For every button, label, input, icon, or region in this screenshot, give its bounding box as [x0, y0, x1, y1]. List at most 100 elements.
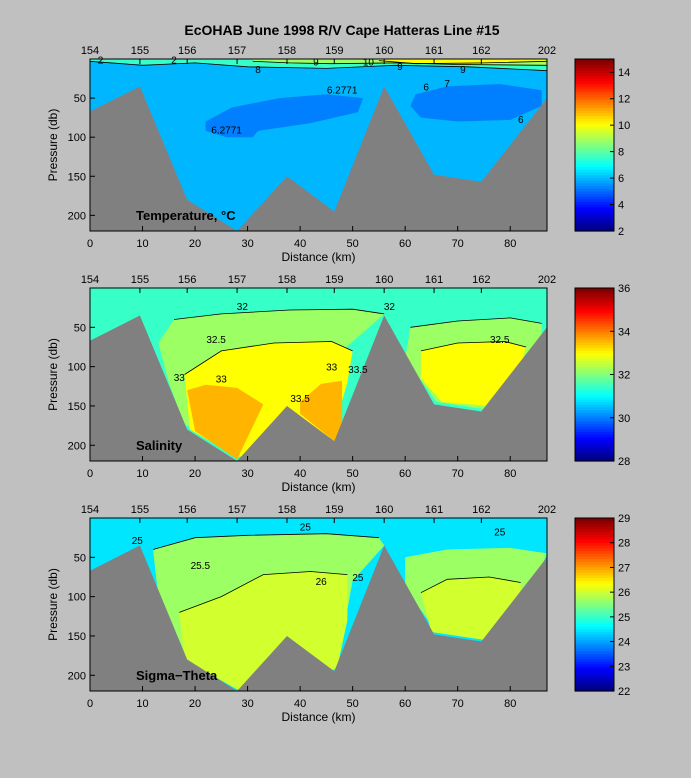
- colorbar-segment: [575, 360, 614, 365]
- x-tick-label: 0: [87, 468, 93, 480]
- panel-label: Salinity: [136, 438, 183, 453]
- colorbar-segment: [575, 209, 614, 213]
- colorbar-segment: [575, 639, 614, 643]
- colorbar-segment: [575, 182, 614, 186]
- colorbar-segment: [575, 431, 614, 435]
- colorbar-tick-label: 29: [618, 513, 630, 525]
- colorbar-segment: [575, 645, 614, 649]
- colorbar-segment: [575, 104, 614, 108]
- station-label: 154: [81, 45, 99, 57]
- station-label: 155: [131, 45, 149, 57]
- x-tick-label: 10: [136, 698, 148, 710]
- contour-label: 33: [216, 374, 228, 385]
- station-label: 156: [178, 504, 196, 516]
- contour-label: 32: [384, 302, 396, 313]
- colorbar-segment: [575, 666, 614, 670]
- contour-label: 32.5: [206, 335, 226, 346]
- colorbar-segment: [575, 415, 614, 419]
- x-tick-label: 60: [399, 698, 411, 710]
- colorbar-segment: [575, 420, 614, 424]
- colorbar-segment: [575, 69, 614, 74]
- colorbar-segment: [575, 80, 614, 84]
- station-label: 161: [425, 504, 443, 516]
- colorbar-segment: [575, 650, 614, 654]
- colorbar-segment: [575, 201, 614, 205]
- colorbar-tick-label: 2: [618, 226, 624, 238]
- contour-label: 25: [494, 527, 506, 538]
- contour-line-3: [420, 576, 521, 594]
- colorbar-segment: [575, 179, 614, 184]
- x-tick-label: 60: [399, 238, 411, 250]
- colorbar-tick-label: 14: [618, 67, 630, 79]
- colorbar-segment: [575, 126, 614, 130]
- station-label: 157: [228, 504, 246, 516]
- colorbar-segment: [575, 193, 614, 197]
- colorbar-segment: [575, 290, 614, 295]
- colorbar-segment: [575, 222, 614, 227]
- colorbar-segment: [575, 593, 614, 597]
- panel-label: Sigma−Theta: [136, 668, 218, 683]
- colorbar-segment: [575, 147, 614, 151]
- colorbar-segment: [575, 328, 614, 332]
- contour-line-3: [184, 341, 353, 375]
- station-label: 159: [325, 45, 343, 57]
- contour-label: 25.5: [191, 561, 211, 572]
- colorbar-segment: [575, 331, 614, 335]
- colorbar-segment: [575, 288, 614, 292]
- colorbar-tick-label: 30: [618, 413, 630, 425]
- colorbar-segment: [575, 93, 614, 98]
- colorbar-segment: [575, 228, 614, 232]
- contour-line-1: [152, 533, 379, 550]
- colorbar-segment: [575, 309, 614, 313]
- y-tick-label: 50: [74, 552, 86, 564]
- x-tick-label: 30: [241, 698, 253, 710]
- y-tick-label: 100: [68, 592, 86, 604]
- colorbar-segment: [575, 585, 614, 589]
- colorbar-tick-label: 24: [618, 637, 630, 649]
- colorbar-segment: [575, 647, 614, 652]
- contour-label: 6.2771: [211, 125, 242, 136]
- y-axis-label: Pressure (db): [46, 338, 60, 411]
- contour-line-3: [378, 60, 548, 65]
- colorbar-segment: [575, 118, 614, 122]
- colorbar-segment: [575, 599, 614, 603]
- contour-label: 8: [255, 65, 261, 76]
- colorbar-segment: [575, 433, 614, 438]
- colorbar-segment: [575, 185, 614, 189]
- colorbar-segment: [575, 325, 614, 330]
- colorbar-segment: [575, 447, 614, 451]
- colorbar-segment: [575, 642, 614, 646]
- colorbar-segment: [575, 358, 614, 362]
- colorbar-segment: [575, 150, 614, 154]
- colorbar-segment: [575, 301, 614, 305]
- colorbar-segment: [575, 388, 614, 392]
- contour-label: 2: [98, 56, 104, 67]
- colorbar-segment: [575, 658, 614, 662]
- y-tick-label: 150: [68, 171, 86, 183]
- colorbar-segment: [575, 212, 614, 216]
- colorbar-segment: [575, 406, 614, 411]
- colorbar-segment: [575, 547, 614, 552]
- colorbar-tick-label: 27: [618, 562, 630, 574]
- contour-label: 25: [352, 573, 364, 584]
- station-label: 161: [425, 274, 443, 286]
- colorbar-segment: [575, 545, 614, 549]
- y-tick-label: 200: [68, 440, 86, 452]
- colorbar-segment: [575, 134, 614, 138]
- contour-label: 9: [460, 65, 466, 76]
- colorbar-segment: [575, 590, 614, 595]
- colorbar-segment: [575, 450, 614, 454]
- colorbar-segment: [575, 169, 614, 173]
- colorbar-segment: [575, 336, 614, 340]
- colorbar-tick-label: 6: [618, 173, 624, 185]
- contour-label: 9: [397, 62, 403, 73]
- colorbar-segment: [575, 99, 614, 103]
- y-tick-label: 150: [68, 631, 86, 643]
- colorbar-segment: [575, 390, 614, 395]
- colorbar-segment: [575, 188, 614, 192]
- colorbar-segment: [575, 566, 614, 570]
- colorbar-segment: [575, 685, 614, 689]
- colorbar-frame: [574, 58, 615, 232]
- colorbar-segment: [575, 161, 614, 165]
- colorbar-segment: [575, 409, 614, 413]
